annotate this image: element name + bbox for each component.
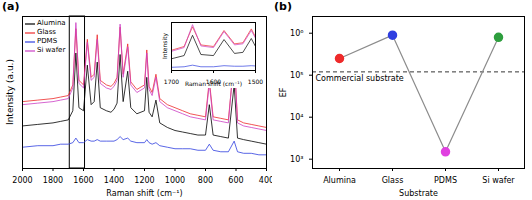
svg-text:10⁶: 10⁶ [290, 29, 303, 38]
svg-text:10³: 10³ [290, 155, 303, 164]
svg-text:1600: 1600 [73, 176, 93, 185]
svg-text:Alumina: Alumina [323, 176, 356, 185]
html-text:Intensity (a.u.): Intensity (a.u.) [4, 59, 15, 125]
svg-text:Raman shift (cm⁻¹): Raman shift (cm⁻¹) [106, 189, 182, 198]
html-text:PDMS: PDMS [37, 37, 58, 45]
svg-text:10⁴: 10⁴ [290, 113, 303, 122]
svg-text:10⁵: 10⁵ [290, 71, 303, 80]
html-text:(b): (b) [274, 0, 292, 13]
svg-text:EF: EF [279, 87, 288, 97]
svg-text:Substrate: Substrate [399, 189, 438, 198]
svg-text:PDMS: PDMS [434, 176, 457, 185]
svg-text:1400: 1400 [104, 176, 124, 185]
svg-text:1200: 1200 [134, 176, 154, 185]
svg-text:Glass: Glass [382, 176, 404, 185]
html-text:Intensity: Intensity [161, 32, 168, 60]
svg-text:2000: 2000 [12, 176, 32, 185]
svg-text:1800: 1800 [43, 176, 63, 185]
svg-text:400: 400 [258, 176, 275, 186]
svg-text:1000: 1000 [165, 176, 185, 185]
svg-text:1500: 1500 [248, 78, 263, 85]
svg-text:Commercial substrate: Commercial substrate [316, 74, 404, 83]
html-text:Si wafer: Si wafer [37, 46, 66, 54]
svg-text:Raman shift (cm⁻¹): Raman shift (cm⁻¹) [185, 80, 242, 87]
svg-text:Si wafer: Si wafer [482, 176, 515, 185]
svg-text:1700: 1700 [164, 78, 179, 85]
html-text:(a): (a) [2, 0, 20, 13]
html-text:Alumina: Alumina [37, 19, 66, 27]
svg-text:600: 600 [228, 176, 243, 185]
html-text:Glass: Glass [37, 28, 56, 36]
svg-text:800: 800 [198, 176, 213, 185]
